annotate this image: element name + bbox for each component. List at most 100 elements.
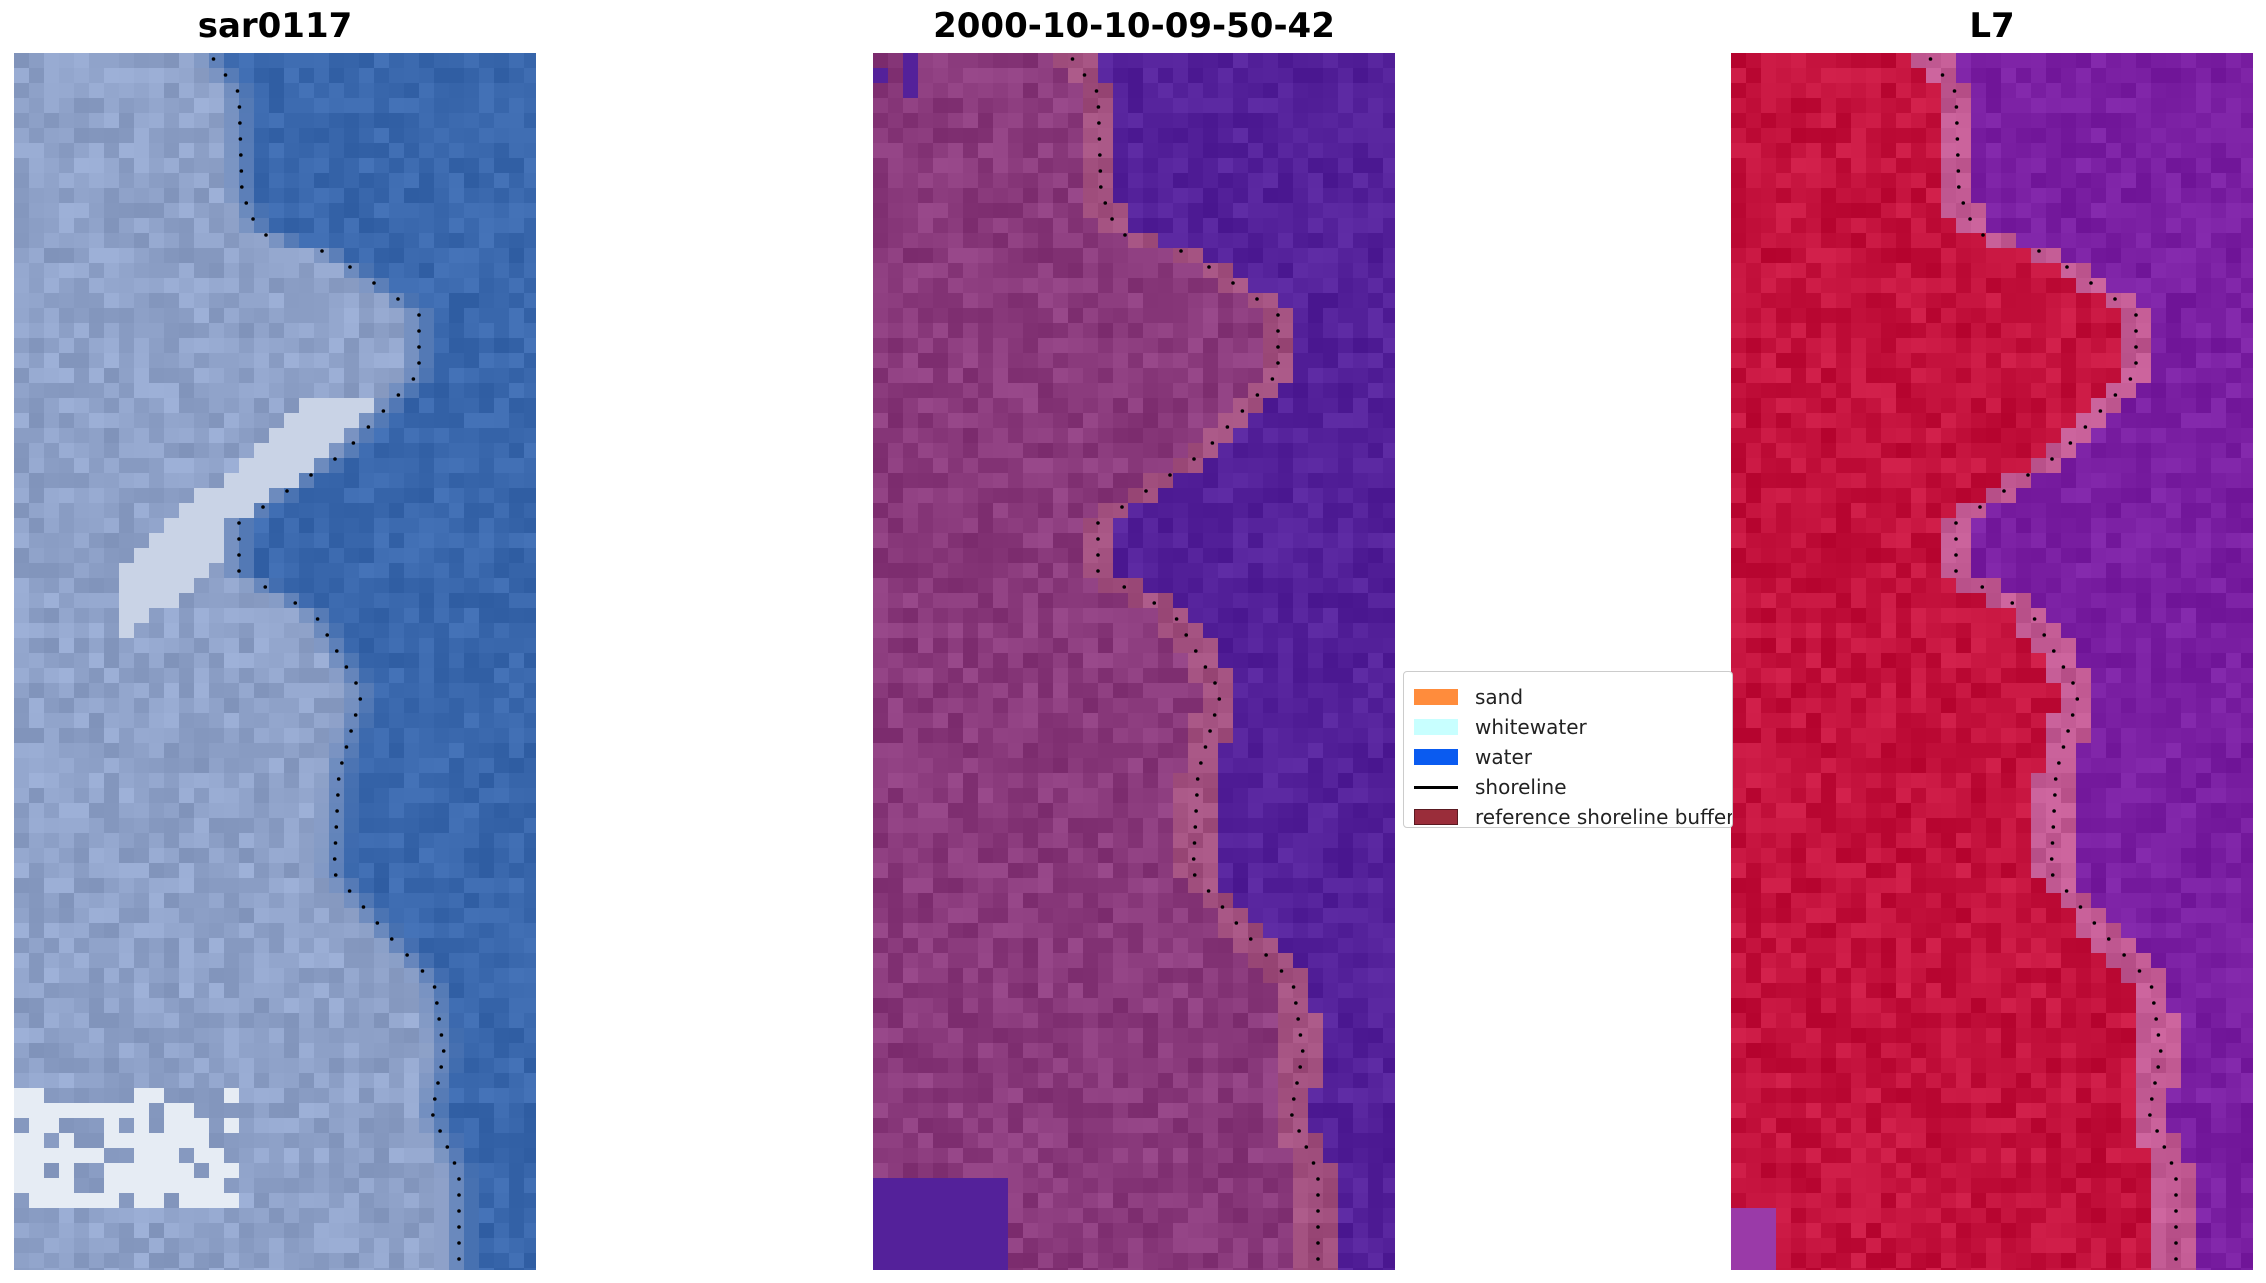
shoreline-point xyxy=(2134,361,2138,365)
shoreline-point xyxy=(1955,137,1960,141)
whitewater-swatch xyxy=(1414,719,1458,735)
shoreline-point xyxy=(2153,1081,2157,1085)
shoreline-point xyxy=(238,121,242,125)
shoreline-point xyxy=(439,1065,444,1069)
shoreline-point xyxy=(1096,105,1101,109)
shoreline-point xyxy=(333,457,337,461)
shoreline-point xyxy=(1082,73,1087,77)
shoreline-point xyxy=(2169,1161,2174,1165)
shoreline-point xyxy=(1193,825,1198,829)
shoreline-point xyxy=(1174,617,1179,621)
shoreline-point xyxy=(315,617,320,621)
shoreline-point xyxy=(1316,1257,1320,1261)
shoreline-point xyxy=(2064,889,2069,893)
classified-image xyxy=(873,53,1395,1270)
shoreline-point xyxy=(1098,169,1103,173)
shoreline-point xyxy=(432,985,437,989)
shoreline-point xyxy=(1144,489,1148,493)
shoreline-point xyxy=(2061,745,2066,749)
legend-item-reference-buffer: reference shoreline buffer xyxy=(1414,803,1732,827)
shoreline-point xyxy=(1122,585,1127,589)
shoreline-point xyxy=(1316,1177,1320,1181)
shoreline-point xyxy=(2037,249,2041,253)
shoreline-point xyxy=(2174,1257,2178,1261)
shoreline-point xyxy=(2174,1209,2178,1213)
shoreline-point xyxy=(2068,441,2073,445)
shoreline-point xyxy=(435,1001,439,1005)
rgb-image xyxy=(14,53,536,1270)
shoreline-point xyxy=(1264,953,1268,957)
shoreline-point xyxy=(333,873,338,877)
shoreline-point xyxy=(445,1145,450,1149)
shoreline-point xyxy=(457,1209,461,1213)
shoreline-point xyxy=(396,393,401,397)
shoreline-point xyxy=(2089,281,2093,285)
shoreline-point xyxy=(381,409,386,413)
shoreline-point xyxy=(2150,1097,2154,1101)
shoreline-point xyxy=(1213,681,1217,685)
shoreline-point xyxy=(2010,601,2015,605)
shoreline-point xyxy=(1231,281,1235,285)
shoreline-point xyxy=(2050,457,2054,461)
shoreline-point xyxy=(2049,857,2054,861)
shoreline-point xyxy=(264,233,268,237)
shoreline-point xyxy=(1316,1225,1320,1229)
shoreline-point xyxy=(1192,873,1197,877)
shoreline-point xyxy=(237,553,241,557)
shoreline-point xyxy=(237,569,241,573)
shoreline-point xyxy=(1980,585,1985,589)
shoreline-point xyxy=(2137,969,2142,973)
shoreline-point xyxy=(348,265,352,269)
shoreline-point xyxy=(1103,201,1108,205)
shoreline-point xyxy=(1276,313,1280,317)
shoreline-point xyxy=(1300,1049,1305,1053)
shoreline-point xyxy=(1940,73,1945,77)
shoreline-point xyxy=(261,505,265,509)
shoreline-point xyxy=(1096,537,1100,541)
shoreline-point xyxy=(1110,217,1114,221)
shoreline-point xyxy=(1098,153,1102,157)
shoreline-point xyxy=(358,697,363,701)
shoreline-point xyxy=(1928,57,1933,61)
shoreline-point xyxy=(2052,809,2056,813)
shoreline-point xyxy=(239,153,243,157)
shoreline-point xyxy=(2075,697,2080,701)
shoreline-point xyxy=(1225,425,1230,429)
shoreline-point xyxy=(457,1241,461,1245)
shoreline-point xyxy=(1961,201,1966,205)
shoreline-line-swatch xyxy=(1414,785,1458,789)
shoreline-point xyxy=(2148,1113,2152,1117)
shoreline-point xyxy=(223,73,228,77)
shoreline-point xyxy=(251,217,255,221)
shoreline-point xyxy=(2162,1145,2167,1149)
shoreline-point xyxy=(1210,441,1215,445)
shoreline-point xyxy=(457,1177,461,1181)
shoreline-point xyxy=(2098,409,2103,413)
shoreline-point xyxy=(1316,1193,1320,1197)
shoreline-point xyxy=(332,857,337,861)
legend-label: water xyxy=(1475,745,1532,769)
shoreline-point xyxy=(1207,265,1211,269)
shoreline-point xyxy=(1168,473,1172,477)
shoreline-point xyxy=(1294,1001,1298,1005)
shoreline-point xyxy=(2078,905,2083,909)
shoreline-point xyxy=(1096,521,1100,525)
shoreline-point xyxy=(457,1225,461,1229)
shoreline-point xyxy=(389,937,394,941)
shoreline-point xyxy=(2032,617,2037,621)
shoreline-point xyxy=(1955,121,1959,125)
shoreline-point xyxy=(2083,425,2088,429)
shoreline-point xyxy=(1120,505,1124,509)
legend-label: shoreline xyxy=(1475,775,1567,799)
shoreline-point xyxy=(1276,329,1280,333)
shoreline-point xyxy=(1297,1129,1301,1133)
shoreline-point xyxy=(2071,681,2075,685)
shoreline-point xyxy=(2065,265,2069,269)
shoreline-point xyxy=(1954,569,1958,573)
shoreline-point xyxy=(2106,937,2111,941)
shoreline-point xyxy=(2174,1177,2178,1181)
shoreline-point xyxy=(2002,489,2006,493)
shoreline-point xyxy=(2061,665,2066,669)
shoreline-point xyxy=(239,169,244,173)
shoreline-point xyxy=(1123,233,1127,237)
